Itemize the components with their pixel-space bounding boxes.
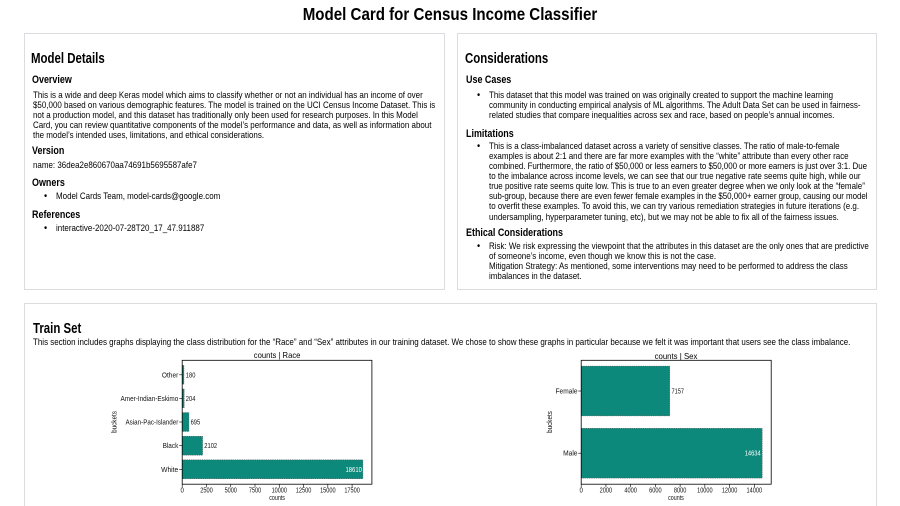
svg-text:5000: 5000: [225, 488, 237, 495]
svg-text:695: 695: [191, 420, 201, 427]
svg-text:counts: counts: [269, 495, 285, 502]
svg-text:White: White: [161, 467, 178, 474]
svg-text:Black: Black: [163, 443, 179, 450]
svg-text:Male: Male: [563, 451, 577, 458]
svg-text:Other: Other: [162, 372, 179, 379]
svg-text:counts | Race: counts | Race: [254, 350, 301, 360]
svg-text:7500: 7500: [249, 488, 261, 495]
svg-text:7157: 7157: [672, 388, 685, 395]
svg-text:8000: 8000: [674, 488, 687, 495]
svg-text:15000: 15000: [320, 488, 336, 495]
svg-text:Asian-Pac-Islander: Asian-Pac-Islander: [126, 420, 179, 427]
svg-text:buckets: buckets: [112, 411, 119, 433]
svg-text:14634: 14634: [745, 451, 761, 458]
svg-text:10000: 10000: [697, 488, 713, 495]
svg-text:204: 204: [186, 396, 196, 403]
svg-text:14000: 14000: [747, 488, 763, 495]
svg-text:17500: 17500: [344, 488, 360, 495]
svg-text:2102: 2102: [204, 443, 217, 450]
svg-text:buckets: buckets: [547, 411, 554, 433]
svg-text:18610: 18610: [346, 467, 362, 474]
svg-text:Amer-Indian-Eskimo: Amer-Indian-Eskimo: [121, 396, 179, 403]
svg-text:counts | Sex: counts | Sex: [655, 351, 699, 361]
svg-text:2500: 2500: [200, 488, 213, 495]
svg-text:Female: Female: [556, 388, 578, 395]
svg-text:0: 0: [580, 488, 583, 495]
svg-text:12500: 12500: [296, 488, 312, 495]
svg-text:2000: 2000: [600, 488, 613, 495]
svg-text:12000: 12000: [722, 488, 738, 495]
svg-text:10000: 10000: [272, 488, 287, 495]
svg-text:0: 0: [181, 488, 184, 495]
svg-text:4000: 4000: [624, 488, 637, 495]
svg-text:180: 180: [186, 372, 196, 379]
svg-text:counts: counts: [668, 495, 684, 502]
svg-text:6000: 6000: [649, 488, 662, 495]
